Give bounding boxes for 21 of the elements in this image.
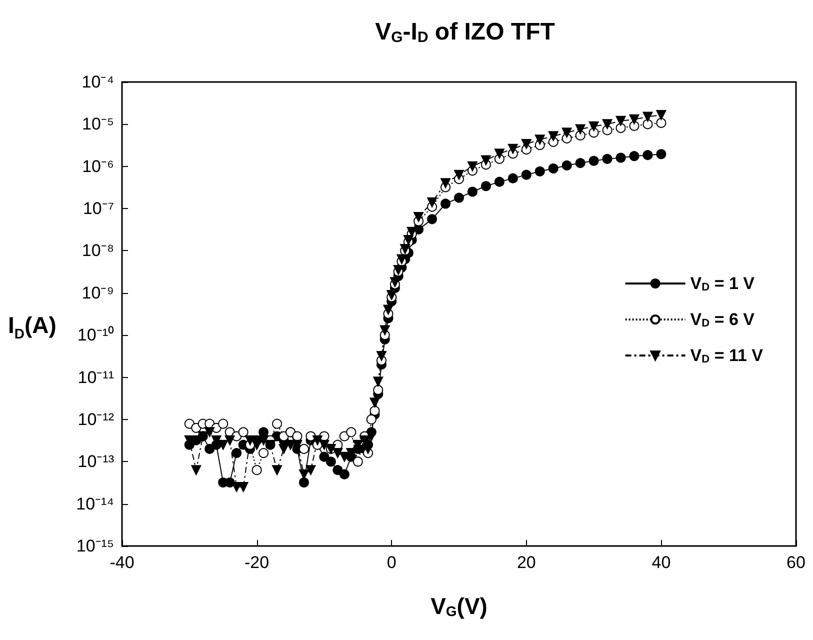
- x-tick-label: 20: [516, 553, 536, 572]
- x-tick-label: 40: [652, 553, 671, 572]
- x-axis-title: VG(V): [430, 593, 488, 619]
- y-tick-label: 10⁻⁵: [82, 114, 114, 134]
- y-axis-title: I$_{D}$(A): [8, 312, 56, 342]
- chart-title: VG-ID of IZO TFT: [375, 18, 556, 46]
- y-tick-label: 10⁻⁸: [82, 241, 114, 260]
- y-tick-label: 10⁻¹³: [78, 452, 114, 472]
- y-tick-label: 10⁻¹²: [78, 410, 114, 429]
- y-tick-label: 10⁻¹⁵: [76, 536, 114, 556]
- y-tick-label: 10⁻⁷: [82, 199, 114, 218]
- y-tick-label: 10⁻⁹: [82, 283, 114, 302]
- y-tick-label: 10⁻⁶: [82, 156, 114, 176]
- y-tick-label: 10⁻¹⁴: [76, 494, 114, 514]
- x-tick-label: -40: [110, 553, 134, 572]
- x-tick-label: -20: [244, 553, 270, 572]
- y-tick-label: 10⁻¹⁰: [77, 326, 114, 345]
- y-tick-label: 10⁻⁴: [82, 72, 114, 92]
- x-tick-label: 60: [786, 553, 806, 572]
- x-tick-label: 0: [386, 553, 396, 572]
- y-tick-label: 10⁻¹¹: [78, 368, 114, 387]
